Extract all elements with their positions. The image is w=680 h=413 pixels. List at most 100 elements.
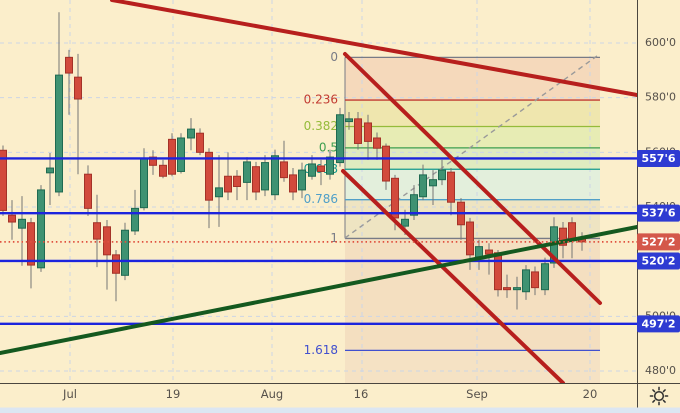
candle-bear (364, 122, 372, 142)
candle-bull (243, 161, 251, 183)
settings-sun-icon[interactable] (649, 386, 669, 406)
fib-level-label-0.5: 0.5 (319, 140, 338, 154)
fib-level-label-0.236: 0.236 (304, 93, 338, 107)
price-axis-label-557'6-text: 557'6 (642, 152, 676, 165)
candle-bull (345, 118, 353, 123)
support-green-trendline[interactable] (0, 225, 637, 355)
fib-level-label-1.618: 1.618 (304, 343, 338, 357)
candle-bear (27, 222, 35, 266)
candle-bear (391, 177, 399, 219)
candle-bear (531, 271, 539, 289)
time-axis-label-Aug: Aug (261, 387, 283, 401)
time-axis-label-Jul: Jul (62, 387, 77, 401)
fib-level-label-1: 1 (330, 231, 338, 245)
candle-bull (261, 162, 269, 191)
candle-bear (466, 221, 474, 256)
candle-bull (177, 137, 185, 172)
sun-icon-core (653, 390, 665, 402)
candle-bear (447, 171, 455, 203)
candle-bull (308, 163, 316, 177)
candle-bull (46, 167, 54, 174)
candle-bull (429, 179, 437, 187)
candle-bear (8, 214, 16, 223)
candle-bull (298, 169, 306, 191)
price-axis-label-497'2: 497'2 (637, 315, 680, 333)
candle-bear (196, 132, 204, 153)
sun-icon-ray (662, 389, 666, 393)
fib-band (345, 126, 600, 148)
fib-base-dashed-line (344, 55, 598, 239)
candle-bear (568, 222, 576, 241)
candle-bear (280, 161, 288, 179)
price-axis-label-557'6: 557'6 (637, 149, 680, 167)
candle-bull (121, 229, 129, 276)
price-axis-label-557'6-box (637, 149, 680, 167)
candle-bear (289, 174, 297, 193)
candle-bear (494, 252, 502, 291)
price-axis-label-520'2-text: 520'2 (642, 254, 676, 267)
bottom-edge-strip (0, 407, 680, 413)
sun-icon-ray (662, 399, 666, 403)
candle-bear (373, 137, 381, 149)
candle-bull (55, 74, 63, 193)
candle-bear (149, 156, 157, 166)
price-axis-tick: 480'0 (645, 364, 676, 377)
time-axis-label-20: 20 (583, 387, 598, 401)
sun-icon-ray (652, 399, 656, 403)
fib-level-label-0: 0 (330, 50, 338, 64)
candle-bear (252, 166, 260, 193)
candle-bear (74, 76, 82, 100)
candle-bull (271, 155, 279, 196)
candle-bear (0, 149, 7, 211)
candle-bull (336, 114, 344, 164)
candle-bear (84, 173, 92, 209)
price-axis-tick: 580'0 (645, 91, 676, 104)
price-axis-label-520'2-box (637, 252, 680, 270)
candle-bear (317, 165, 325, 172)
channel-lower-trendline[interactable] (341, 169, 565, 383)
candle-bull (513, 287, 521, 291)
current-price-axis-label-box (637, 233, 680, 251)
candle-bull (131, 207, 139, 232)
candle-bear (103, 226, 111, 256)
candle-bear (559, 227, 567, 246)
price-axis-label-537'6: 537'6 (637, 204, 680, 222)
candle-bull (401, 218, 409, 227)
price-axis-label-497'2-text: 497'2 (642, 317, 676, 330)
candle-bear (485, 249, 493, 255)
candles-layer (0, 12, 586, 310)
fib-band (345, 350, 600, 383)
price-axis-label-520'2: 520'2 (637, 252, 680, 270)
candle-bear (503, 287, 511, 291)
candle-bull (541, 263, 549, 291)
candle-bull (37, 189, 45, 269)
candle-bull (475, 246, 483, 258)
candle-bull (419, 174, 427, 198)
candle-bull (140, 157, 148, 209)
candle-bull (438, 169, 446, 181)
resistance-upper-trendline[interactable] (110, 0, 637, 97)
price-axis-tick: 600'0 (645, 36, 676, 49)
fib-level-label-0.786: 0.786 (304, 192, 338, 206)
fib-bands (345, 57, 600, 383)
candle-bear (65, 56, 73, 74)
sun-icon-ray (652, 389, 656, 393)
fib-band (345, 100, 600, 127)
current-price-axis-label-text: 527'2 (642, 235, 676, 248)
candle-bear (159, 164, 167, 177)
price-axis-label-537'6-text: 537'6 (642, 207, 676, 220)
candle-bear (382, 145, 390, 182)
candle-bear (224, 175, 232, 193)
time-axis-label-Sep: Sep (466, 387, 488, 401)
candle-bull (410, 194, 418, 216)
candle-bear (168, 138, 176, 175)
candle-bull (326, 156, 334, 175)
candle-bear (205, 151, 213, 201)
time-axis-label-19: 19 (166, 387, 181, 401)
candle-bear (354, 118, 362, 144)
current-price-axis-label: 527'2 (637, 233, 680, 251)
time-axis-label-16: 16 (354, 387, 369, 401)
channel-upper-trendline[interactable] (343, 52, 602, 305)
